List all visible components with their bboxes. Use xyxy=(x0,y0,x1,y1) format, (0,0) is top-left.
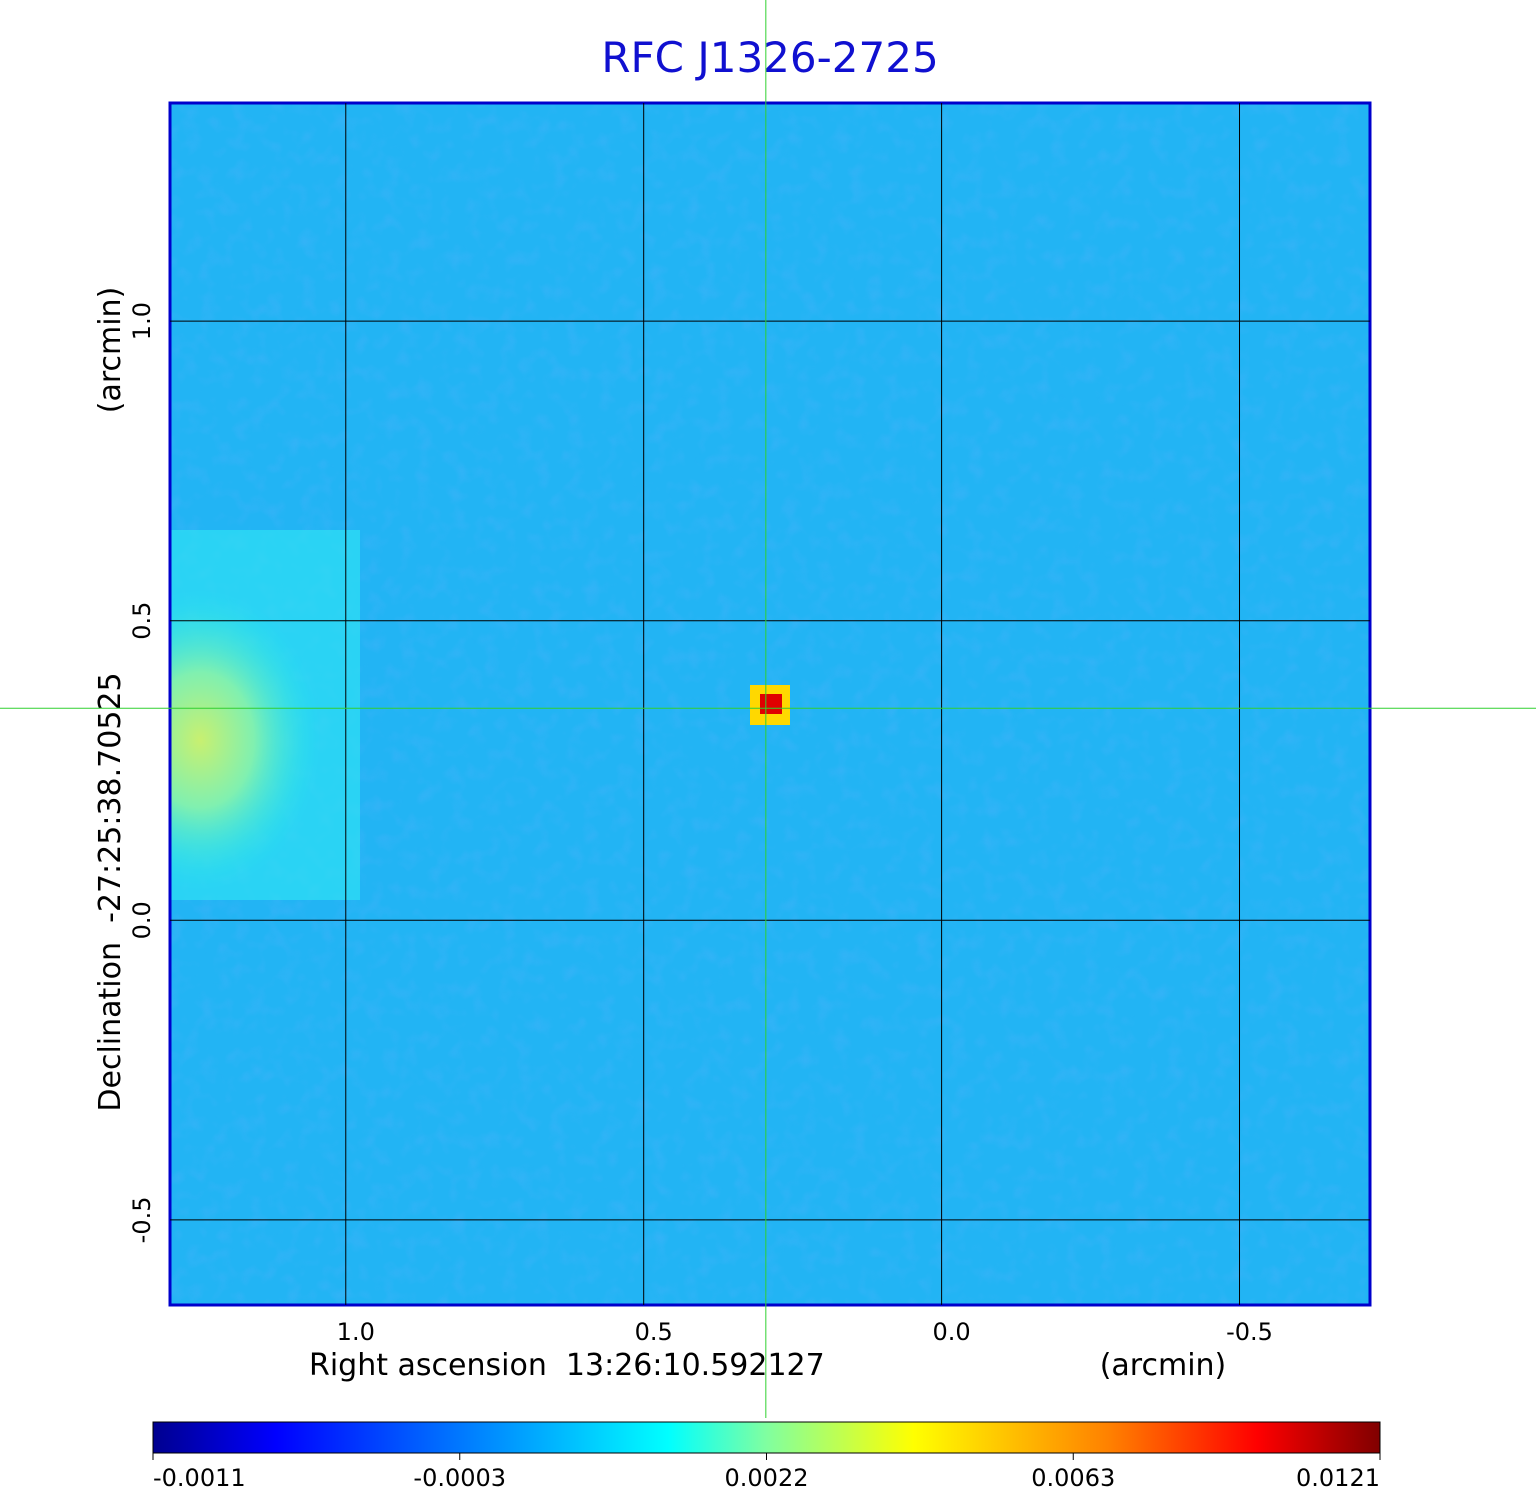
colorbar-tick-label: -0.0003 xyxy=(413,1464,506,1492)
colorbar-tick-label: -0.0011 xyxy=(153,1464,246,1492)
x-tick-label: 1.0 xyxy=(337,1318,375,1346)
colorbar-tick-label: 0.0022 xyxy=(725,1464,809,1492)
colorbar-tick-label: 0.0121 xyxy=(1296,1464,1380,1492)
x-tick-label: 0.0 xyxy=(933,1318,971,1346)
x-axis-label: Right ascension 13:26:10.592127 xyxy=(309,1348,825,1383)
y-tick-label: -0.5 xyxy=(128,1196,156,1243)
colorbar-tick-label: 0.0063 xyxy=(1031,1464,1115,1492)
y-tick-label: 0.0 xyxy=(128,901,156,939)
plot-frame xyxy=(168,101,1372,1307)
y-axis-label: Declination -27:25:38.70525 xyxy=(93,672,128,1111)
chart-title: RFC J1326-2725 xyxy=(601,33,938,82)
x-tick-label: -0.5 xyxy=(1226,1318,1273,1346)
colorbar xyxy=(152,1421,1381,1454)
x-axis-unit: (arcmin) xyxy=(1100,1348,1227,1383)
y-axis-unit: (arcmin) xyxy=(93,287,128,414)
y-tick-label: 0.5 xyxy=(128,602,156,640)
source xyxy=(760,694,782,714)
image xyxy=(170,103,1370,1305)
y-tick-label: 1.0 xyxy=(128,302,156,340)
image-patch xyxy=(170,590,320,890)
x-tick-label: 0.5 xyxy=(635,1318,673,1346)
